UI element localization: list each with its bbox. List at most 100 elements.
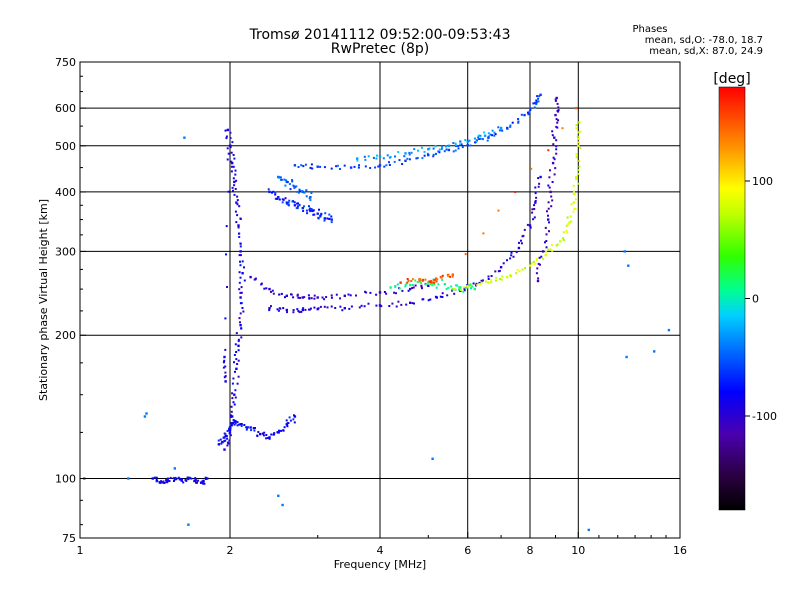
data-point [316,212,319,215]
data-point-interp [482,279,484,282]
data-point-interp [417,149,419,152]
data-point-interp [410,151,413,154]
data-point-interp [406,157,409,160]
data-point-interp [516,268,519,271]
data-point-interp [226,430,229,432]
data-point [459,286,462,289]
data-point-interp [452,142,455,144]
data-point-interp [204,476,207,479]
data-point-interp [225,253,227,256]
data-point-interp [224,375,227,378]
data-point [555,96,558,100]
data-point-interp [274,197,277,200]
data-point [343,294,346,297]
data-point-interp [424,283,427,286]
data-point [277,431,280,434]
stats-heading: Phases [632,24,667,35]
data-point-interp [447,275,450,278]
data-point-interp [537,177,540,180]
data-point [506,126,509,130]
data-point-interp [237,226,240,229]
data-point-interp [274,193,277,196]
data-point-interp [397,151,400,153]
data-point-interp [457,288,460,291]
data-point-interp [439,295,442,298]
data-point-interp [270,290,272,293]
data-point-interp [421,157,424,160]
data-point [536,279,540,283]
data-point-interp [451,288,454,291]
data-point-interp [432,155,435,158]
data-point-interp [383,165,386,168]
data-point-interp [317,217,320,220]
data-point-interp [363,305,366,308]
data-point-interp [231,186,234,189]
data-point-interp [349,294,352,297]
data-point-interp [388,305,391,307]
data-point-interp [160,480,162,483]
data-point-interp [238,281,241,284]
data-point-interp [236,424,239,427]
data-point [235,201,238,204]
data-point-interp [286,425,289,428]
data-point-interp [538,256,541,259]
data-point-interp [445,148,448,151]
data-point-interp [232,422,234,425]
data-point-interp [404,285,407,288]
data-point-interp [312,209,315,212]
data-point-interp [239,321,241,324]
data-point-interp [254,427,256,429]
data-point-interp [509,125,512,128]
data-point-interp [562,237,565,240]
data-point-interp [230,414,233,417]
data-point [409,283,412,287]
data-point-interp [273,432,276,435]
data-point-interp [232,154,235,156]
data-point [143,415,147,418]
data-point-interp [469,144,472,147]
data-point-interp [324,212,327,215]
data-point-interp [408,153,411,156]
data-point-interp [296,190,299,193]
data-point-interp [280,178,283,181]
chart-title: Tromsø 20141112 09:52:00-09:53:43 [249,27,511,43]
data-point-interp [434,278,437,281]
data-point [231,415,234,418]
data-point-interp [272,433,275,436]
data-point-interp [498,269,501,272]
data-point-interp [420,284,423,287]
data-point [239,250,242,253]
data-point [544,253,547,257]
data-point-interp [219,438,222,441]
series-lower-echo-cluster [217,414,297,446]
data-point-interp [226,286,228,288]
data-point-interp [286,202,288,205]
data-point-interp [232,401,235,404]
data-point-interp [429,298,432,301]
data-point-interp [490,275,493,277]
data-point-interp [260,282,263,285]
data-point-interp [506,259,508,262]
data-point-interp [575,153,578,156]
data-point-interp [497,209,500,212]
data-point-interp [480,281,483,284]
data-point-interp [302,165,305,168]
data-point-interp [489,133,492,136]
data-point-interp [235,358,238,361]
data-point-interp [292,311,295,314]
data-point-interp [578,165,581,168]
data-point-interp [545,233,548,236]
data-point-interp [240,327,243,330]
data-point-interp [299,296,302,299]
data-point-interp [388,164,391,166]
data-point-interp [411,287,414,289]
data-point-interp [226,147,229,150]
data-point [223,448,226,451]
data-point-interp [453,288,456,291]
data-point-interp [300,164,303,167]
data-point-interp [224,435,227,437]
data-point-interp [319,305,322,308]
data-point [427,153,430,157]
data-point-interp [323,166,326,169]
